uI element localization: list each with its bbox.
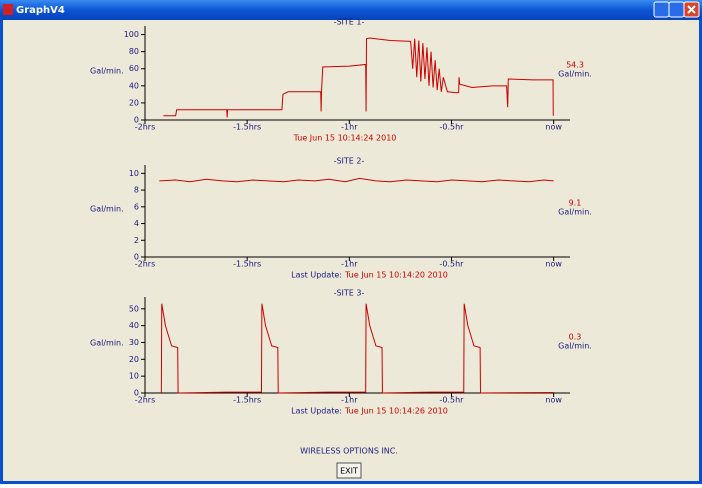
y-tick-label: 60: [129, 64, 139, 73]
app-icon: [3, 4, 13, 15]
x-tick-label: -0.5hr: [440, 396, 465, 405]
chart-title: -SITE 3-: [334, 289, 365, 298]
timestamp: Tue Jun 15 10:14:24 2010: [293, 134, 397, 143]
x-tick-label: -1hr: [341, 396, 358, 405]
data-line: [160, 303, 554, 394]
y-axis-label: Gal/min.: [90, 339, 124, 348]
x-tick-label: -1.5hrs: [233, 260, 261, 269]
x-tick-label: -0.5hr: [440, 260, 465, 269]
y-tick-label: 80: [129, 47, 139, 56]
maximize-button[interactable]: [668, 1, 685, 18]
y-tick-label: 2: [134, 236, 139, 245]
timestamp: Tue Jun 15 10:14:20 2010: [344, 271, 448, 280]
chart-title: -SITE 1-: [334, 18, 365, 27]
y-tick-label: 0: [134, 389, 139, 398]
data-line: [163, 37, 554, 118]
x-tick-label: -2hrs: [135, 396, 156, 405]
window-title: GraphV4: [16, 5, 65, 16]
exit-button[interactable]: [336, 462, 362, 479]
title-bar: [0, 0, 702, 20]
chart-title: -SITE 2-: [334, 157, 365, 166]
y-tick-label: 0: [134, 253, 139, 262]
current-value: 9.1: [569, 199, 582, 208]
exit-label: EXIT: [340, 467, 358, 476]
x-tick-label: now: [545, 123, 562, 132]
y-axis-label: Gal/min.: [90, 205, 124, 214]
y-tick-label: 0: [134, 116, 139, 125]
x-tick-label: -2hrs: [135, 260, 156, 269]
company-name: WIRELESS OPTIONS INC.: [300, 447, 398, 456]
x-tick-label: now: [545, 396, 562, 405]
current-unit: Gal/min.: [558, 342, 592, 351]
minimize-button[interactable]: [653, 1, 670, 18]
y-tick-label: 30: [129, 338, 139, 347]
update-label: Last Update:: [291, 271, 342, 280]
client-area: [3, 20, 699, 481]
x-tick-label: -2hrs: [135, 123, 156, 132]
current-unit: Gal/min.: [558, 208, 592, 217]
y-tick-label: 40: [129, 321, 139, 330]
y-tick-label: 20: [129, 98, 139, 107]
y-tick-label: 40: [129, 81, 139, 90]
y-tick-label: 8: [134, 186, 139, 195]
y-tick-label: 20: [129, 355, 139, 364]
close-icon: [687, 5, 696, 14]
x-tick-label: -0.5hr: [440, 123, 465, 132]
data-line: [159, 177, 554, 183]
y-tick-label: 100: [124, 30, 139, 39]
y-tick-label: 6: [134, 202, 139, 211]
x-tick-label: -1.5hrs: [233, 123, 261, 132]
x-tick-label: now: [545, 260, 562, 269]
y-tick-label: 10: [129, 372, 139, 381]
y-tick-label: 4: [134, 219, 139, 228]
current-value: 0.3: [569, 333, 582, 342]
current-unit: Gal/min.: [558, 70, 592, 79]
x-tick-label: -1.5hrs: [233, 396, 261, 405]
timestamp: Tue Jun 15 10:14:26 2010: [344, 407, 448, 416]
y-tick-label: 10: [129, 169, 139, 178]
x-tick-label: -1hr: [341, 260, 358, 269]
current-value: 54.3: [566, 61, 584, 70]
update-label: Last Update:: [291, 407, 342, 416]
y-axis-label: Gal/min.: [90, 67, 124, 76]
x-tick-label: -1hr: [341, 123, 358, 132]
y-tick-label: 50: [129, 304, 139, 313]
